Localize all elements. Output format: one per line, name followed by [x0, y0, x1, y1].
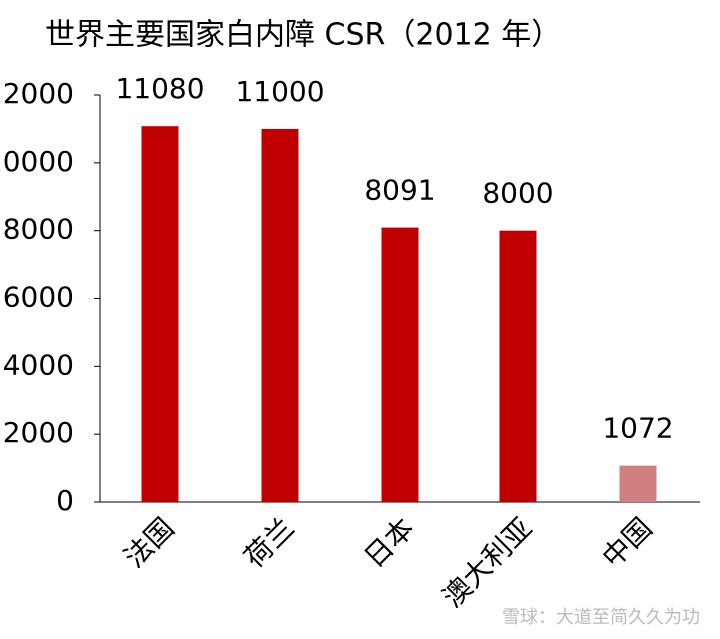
y-tick-label: 6000 [3, 281, 74, 314]
y-tick-label: 4000 [3, 348, 74, 381]
x-tick-label: 澳大利亚 [436, 511, 539, 614]
value-label: 8000 [482, 177, 553, 210]
chart-title: 世界主要国家白内障 CSR（2012 年） [45, 18, 561, 53]
y-tick-label: 2000 [3, 416, 74, 449]
bar [619, 465, 657, 502]
y-tick-label: 0 [56, 484, 74, 517]
value-label: 1072 [602, 412, 673, 445]
bar [499, 230, 537, 502]
bar [381, 227, 419, 502]
x-tick-label: 中国 [596, 511, 659, 574]
bar [141, 126, 179, 502]
value-label: 11080 [115, 72, 204, 105]
watermark: 雪球：大道至简久久为功 [502, 607, 700, 628]
value-label: 8091 [364, 174, 435, 207]
x-tick-label: 法国 [118, 511, 181, 574]
bar [261, 128, 299, 502]
value-label: 11000 [235, 75, 324, 108]
y-tick-label: 12000 [0, 77, 74, 110]
y-tick-label: 8000 [3, 213, 74, 246]
x-tick-label: 日本 [358, 511, 421, 574]
y-tick-label: 10000 [0, 145, 74, 178]
x-tick-label: 荷兰 [238, 511, 301, 574]
